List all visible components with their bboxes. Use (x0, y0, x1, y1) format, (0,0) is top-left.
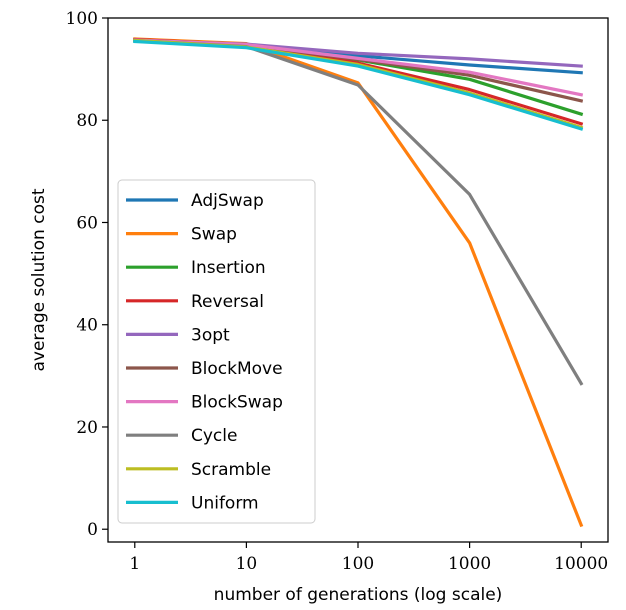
y-axis-ticks: 0 20 40 60 80 100 (66, 9, 108, 540)
y-tick-label: 20 (76, 418, 98, 438)
x-tick-label: 100 (342, 554, 374, 574)
series-line-uniform (133, 39, 584, 131)
legend-label-blockswap: BlockSwap (191, 393, 283, 413)
y-tick-label: 100 (66, 9, 98, 29)
x-tick-label: 1 (129, 554, 140, 574)
legend: AdjSwap Swap Insertion Reversal 3opt BlockMov… (117, 179, 316, 524)
y-axis-label: average solution cost (29, 188, 49, 371)
legend-label-scramble: Scramble (191, 460, 271, 480)
legend-label-insertion: Insertion (191, 258, 266, 278)
legend-label-blockmove: BlockMove (191, 359, 283, 379)
legend-label-3opt: 3opt (191, 325, 230, 345)
legend-label-uniform: Uniform (191, 493, 259, 513)
legend-label-adjswap: AdjSwap (191, 191, 264, 211)
y-tick-label: 60 (76, 213, 98, 233)
legend-label-reversal: Reversal (191, 292, 264, 312)
x-axis-ticks: 1 10 100 1000 10000 (129, 542, 608, 574)
x-tick-label: 10 (236, 554, 258, 574)
x-tick-label: 1000 (448, 554, 491, 574)
legend-label-cycle: Cycle (191, 426, 237, 446)
y-tick-label: 80 (76, 111, 98, 131)
series-lines (133, 37, 584, 528)
y-tick-label: 0 (87, 520, 98, 540)
x-axis-label: number of generations (log scale) (214, 585, 503, 605)
legend-label-swap: Swap (191, 225, 237, 245)
y-tick-label: 40 (76, 316, 98, 336)
x-tick-label: 10000 (554, 554, 608, 574)
